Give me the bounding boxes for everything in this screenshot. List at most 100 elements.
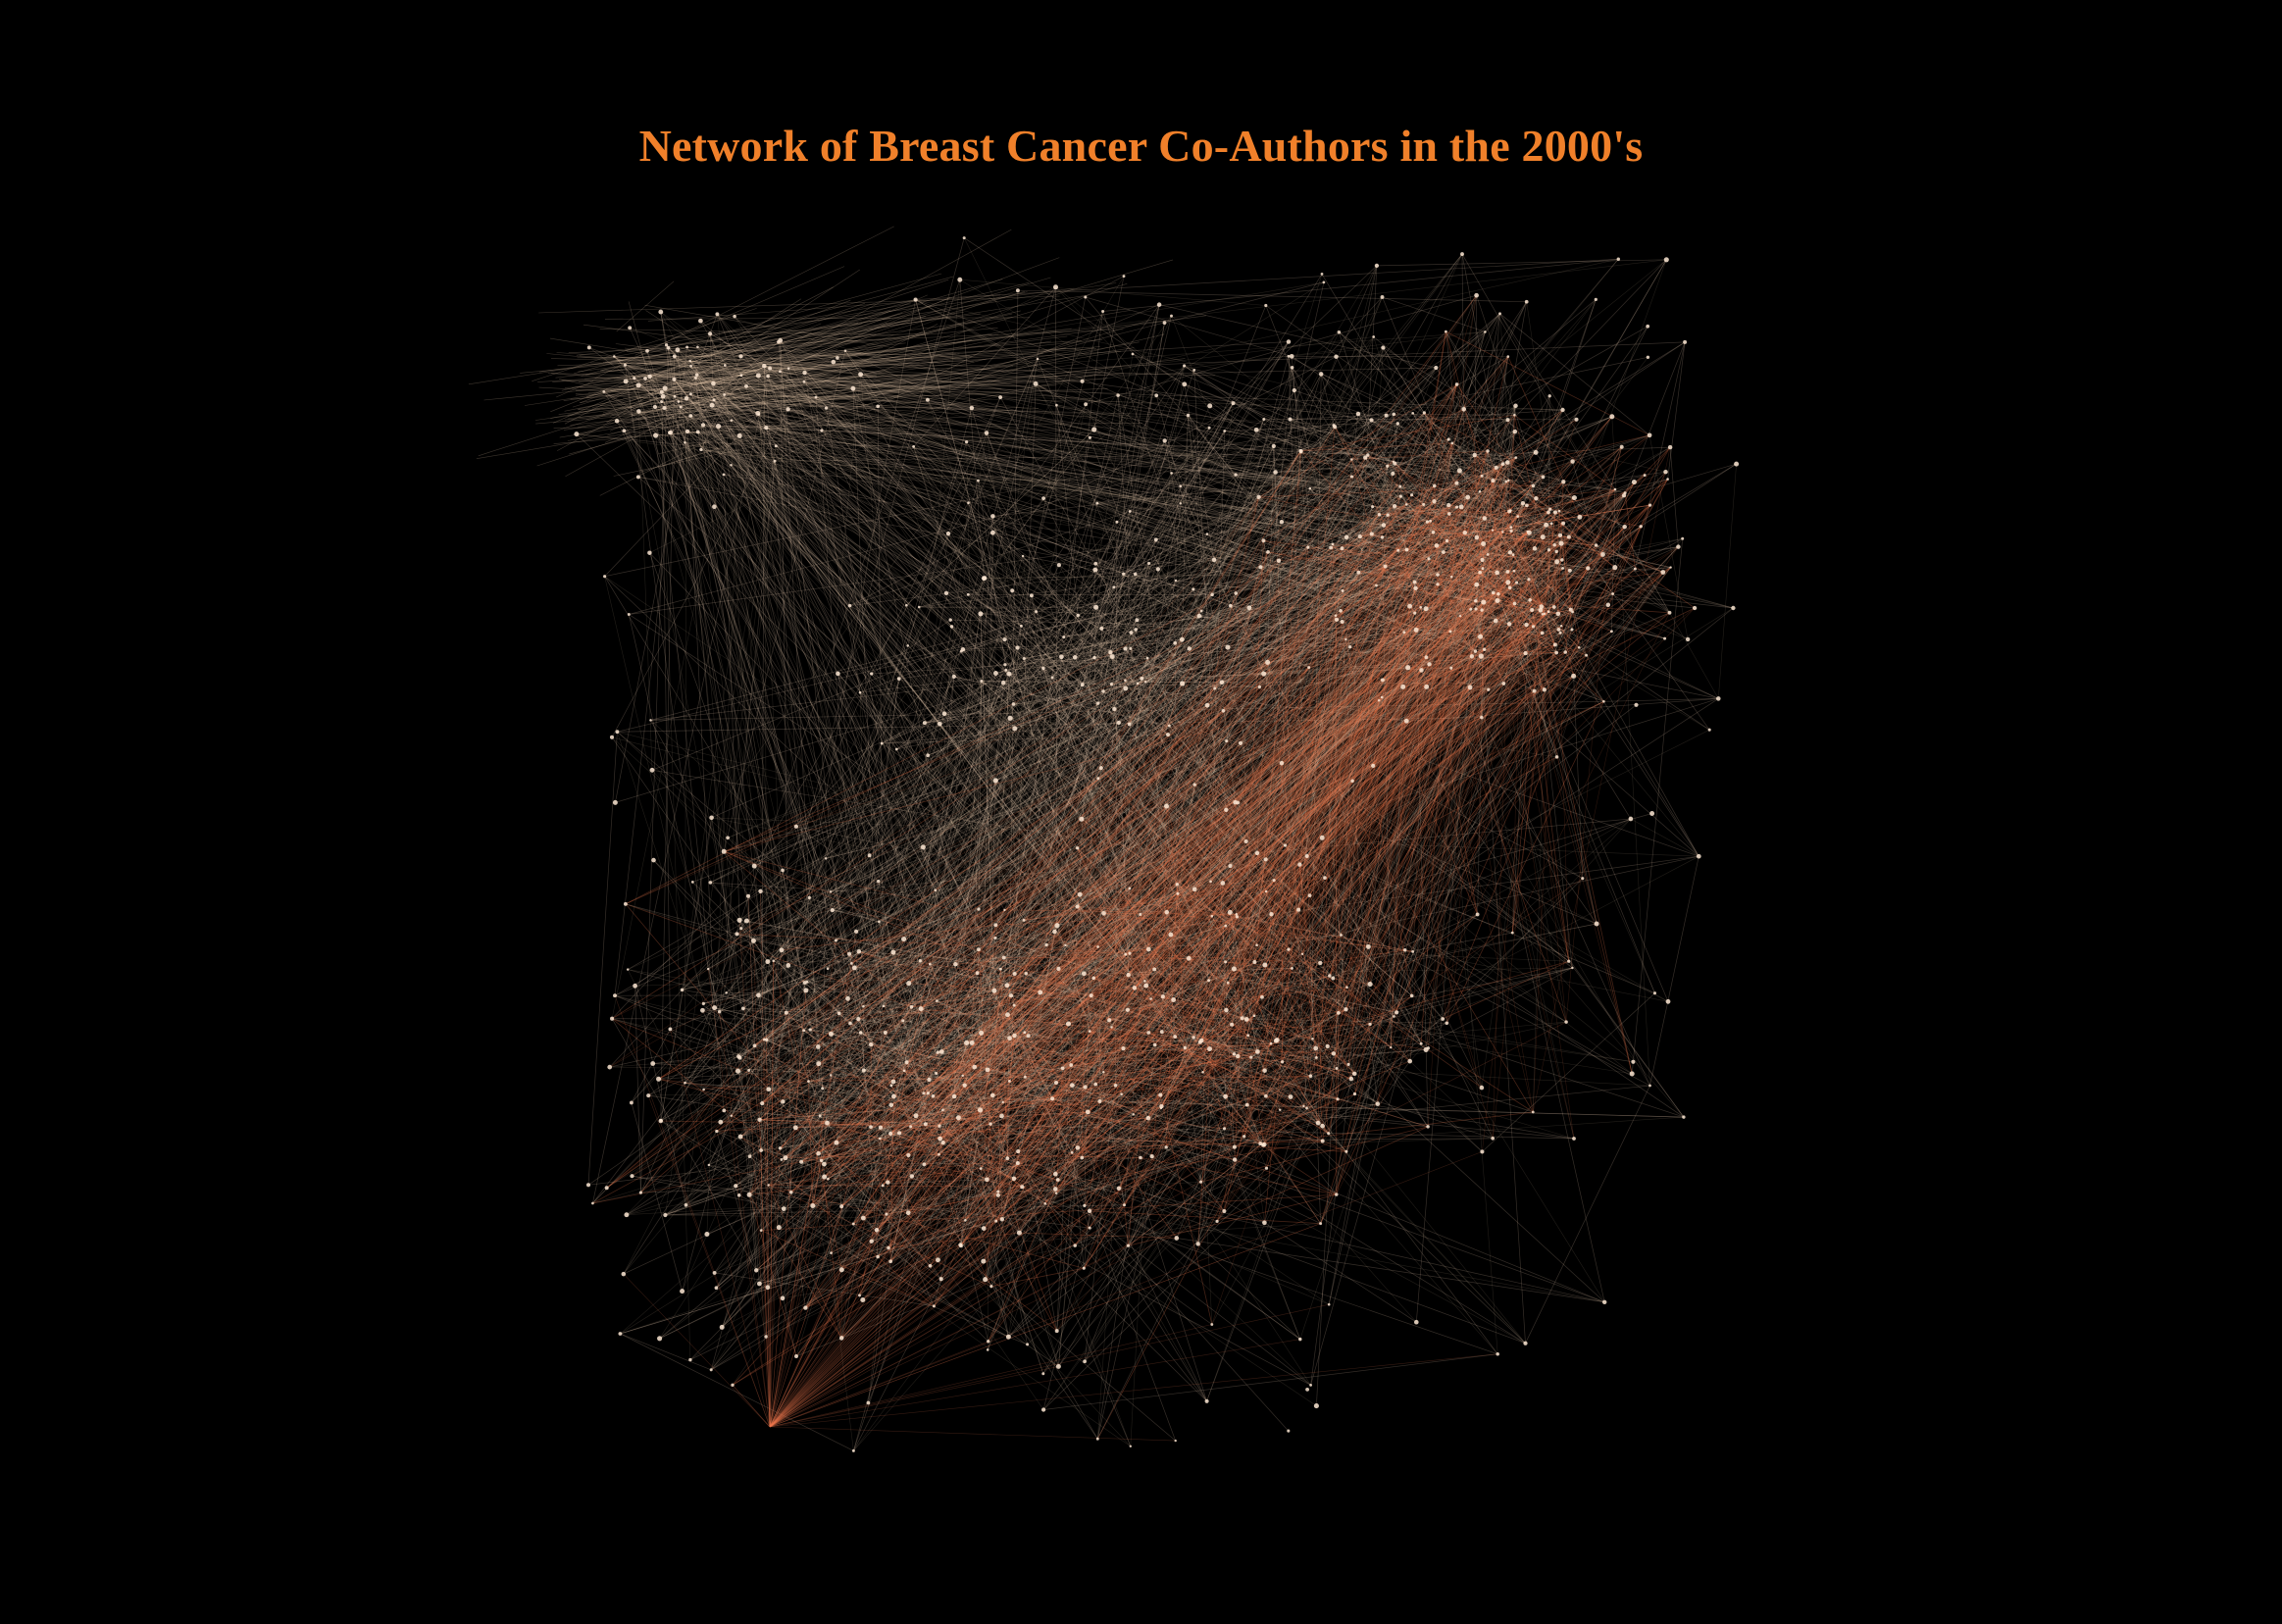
coauthor-edge bbox=[1028, 980, 1209, 1037]
coauthor-edge bbox=[592, 330, 1446, 1204]
author-node bbox=[1554, 755, 1559, 759]
coauthor-edge bbox=[831, 1034, 842, 1207]
coauthor-edge bbox=[1100, 642, 1176, 769]
coauthor-edge bbox=[1160, 561, 1557, 1095]
coauthor-edge bbox=[849, 605, 1567, 1023]
coauthor-edge bbox=[1006, 985, 1177, 1442]
author-node bbox=[1215, 1219, 1219, 1223]
coauthor-edge bbox=[1054, 768, 1102, 933]
coauthor-edge bbox=[759, 1103, 1378, 1285]
coauthor-edge bbox=[769, 368, 1573, 969]
coauthor-edge bbox=[837, 673, 1186, 1048]
coauthor-edge bbox=[665, 1123, 927, 1216]
coauthor-edge bbox=[1434, 259, 1667, 502]
author-node bbox=[1113, 1084, 1118, 1088]
coauthor-edge bbox=[870, 1126, 1265, 1224]
coauthor-edge bbox=[1146, 657, 1272, 915]
coauthor-edge bbox=[1281, 367, 1437, 523]
coauthor-edge bbox=[716, 1085, 1073, 1132]
coauthor-edge bbox=[878, 438, 1449, 882]
coauthor-edge bbox=[910, 578, 986, 1127]
coauthor-edge bbox=[1277, 914, 1478, 1040]
author-node bbox=[1207, 1046, 1212, 1052]
coauthor-edge bbox=[649, 376, 1323, 1142]
coauthor-edge bbox=[1474, 295, 1477, 456]
coauthor-edge bbox=[1395, 463, 1557, 552]
coauthor-edge bbox=[960, 938, 996, 1245]
coauthor-edge bbox=[992, 946, 1098, 1096]
coauthor-edge bbox=[689, 360, 1261, 1144]
author-node bbox=[688, 414, 693, 418]
coauthor-edge bbox=[854, 967, 991, 1125]
author-node bbox=[1369, 532, 1374, 536]
coauthor-edge bbox=[906, 1035, 1029, 1063]
coauthor-edge bbox=[945, 431, 1515, 594]
coauthor-edge bbox=[1007, 1014, 1090, 1211]
coauthor-edge bbox=[858, 950, 1347, 989]
coauthor-edge bbox=[940, 1107, 1162, 1280]
coauthor-edge bbox=[1137, 450, 1301, 685]
coauthor-edge bbox=[881, 742, 1316, 1049]
coauthor-edge bbox=[889, 960, 921, 1135]
coauthor-edge bbox=[1382, 571, 1508, 681]
coauthor-edge bbox=[624, 431, 940, 1127]
coauthor-edge bbox=[1234, 968, 1685, 1118]
author-node bbox=[1257, 685, 1262, 689]
coauthor-edge bbox=[803, 1030, 1015, 1180]
coauthor-edge bbox=[1075, 463, 1737, 658]
coauthor-edge bbox=[755, 620, 1496, 1271]
coauthor-edge bbox=[724, 365, 765, 395]
coauthor-edge bbox=[1008, 542, 1562, 675]
coauthor-edge bbox=[718, 426, 1301, 452]
coauthor-edge bbox=[1496, 600, 1557, 758]
author-node bbox=[1501, 682, 1506, 685]
author-node bbox=[1432, 499, 1437, 504]
coauthor-edge bbox=[1096, 474, 1237, 504]
coauthor-edge bbox=[1140, 415, 1387, 915]
coauthor-edge bbox=[718, 426, 1583, 880]
coauthor-edge bbox=[670, 1029, 1526, 1345]
coauthor-edge bbox=[780, 371, 1560, 536]
coauthor-edge bbox=[1517, 516, 1557, 653]
coauthor-edge bbox=[665, 1142, 837, 1216]
author-node bbox=[1427, 662, 1432, 667]
coauthor-edge bbox=[1110, 313, 1500, 653]
coauthor-edge bbox=[854, 703, 1014, 969]
coauthor-edge bbox=[766, 286, 1056, 429]
coauthor-edge bbox=[682, 636, 1064, 990]
coauthor-edge bbox=[716, 542, 1562, 1289]
coauthor-edge bbox=[1188, 415, 1338, 621]
coauthor-edge bbox=[1116, 521, 1410, 607]
coauthor-edge bbox=[1345, 967, 1573, 1010]
coauthor-edge bbox=[960, 491, 1481, 1245]
coauthor-edge bbox=[1001, 658, 1148, 1220]
author-node bbox=[1377, 698, 1381, 702]
coauthor-edge bbox=[782, 870, 828, 1124]
coauthor-edge bbox=[1297, 413, 1359, 910]
coauthor-edge bbox=[1201, 546, 1679, 1041]
coauthor-edge bbox=[808, 897, 892, 1086]
coauthor-edge bbox=[1383, 347, 1514, 555]
coauthor-edge bbox=[871, 1022, 1447, 1243]
coauthor-edge bbox=[700, 320, 1169, 736]
coauthor-edge bbox=[758, 375, 827, 409]
coauthor-edge bbox=[666, 344, 1203, 1073]
author-node bbox=[1091, 976, 1096, 981]
author-node bbox=[977, 907, 981, 911]
coauthor-edge bbox=[1267, 662, 1303, 954]
author-node bbox=[1222, 1209, 1227, 1213]
coauthor-edge bbox=[962, 638, 1183, 650]
coauthor-edge bbox=[644, 378, 1299, 910]
coauthor-edge bbox=[767, 376, 969, 595]
coauthor-edge bbox=[837, 673, 887, 1034]
coauthor-edge bbox=[1000, 396, 1570, 571]
coauthor-edge bbox=[1125, 648, 1326, 879]
coauthor-edge bbox=[1009, 648, 1132, 719]
author-node bbox=[1334, 614, 1338, 617]
coauthor-edge bbox=[1447, 438, 1603, 555]
author-node bbox=[699, 447, 703, 452]
coauthor-edge bbox=[727, 837, 852, 964]
coauthor-edge bbox=[928, 1092, 941, 1280]
coauthor-edge bbox=[1437, 574, 1719, 699]
author-node bbox=[1276, 558, 1282, 563]
